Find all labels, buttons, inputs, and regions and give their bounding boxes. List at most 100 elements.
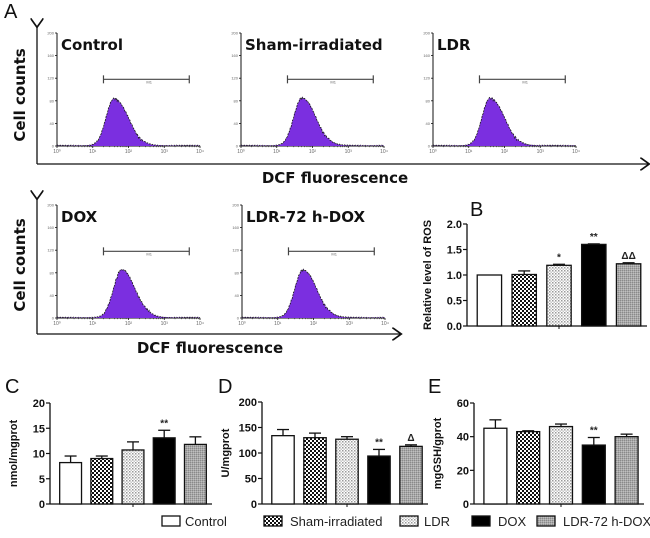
- histogram-ldr: 0 40 80 120 160 200 10⁰ 10¹ 10² 10³ 10⁴ M1 LDR: [423, 31, 580, 156]
- bar-y-tick-label: 15: [33, 423, 45, 435]
- histogram-title: LDR-72 h-DOX: [246, 208, 365, 226]
- hist-y-tick-label: 200: [423, 31, 430, 36]
- gate-label: M1: [146, 251, 152, 256]
- legend-label: Control: [185, 514, 227, 529]
- histogram-ldr-72-h-dox: 0 40 80 120 160 200 10⁰ 10¹ 10² 10³ 10⁴ M1 LDR-72 h-…: [232, 203, 389, 328]
- bar: [615, 263, 642, 327]
- hist-x-tick-label: 10⁴: [381, 321, 389, 327]
- gate-label: M1: [146, 79, 152, 84]
- gate-marker-m1: M1: [102, 247, 190, 256]
- bar-group: [335, 436, 359, 507]
- hist-x-tick-label: 10²: [309, 149, 317, 155]
- bar-y-tick-label: 1.5: [447, 245, 462, 257]
- bar-group: **: [580, 232, 607, 327]
- hist-y-tick-label: 160: [47, 53, 54, 58]
- bar: [546, 264, 572, 327]
- hist-y-tick-label: 200: [47, 31, 54, 36]
- hist-y-tick-label: 0: [52, 144, 55, 149]
- hist-x-tick-label: 10¹: [465, 149, 473, 155]
- gate-marker-m1: M1: [102, 75, 190, 84]
- histogram-area: [433, 97, 576, 146]
- histogram-outline: [56, 97, 201, 147]
- bar: [476, 274, 503, 327]
- hist-x-tick-label: 10³: [161, 149, 169, 155]
- significance-label: Δ: [407, 433, 414, 444]
- bar-group: ΔΔ: [615, 251, 642, 327]
- bar: [271, 435, 295, 505]
- bar-group: **: [152, 418, 176, 505]
- bar: [121, 449, 145, 505]
- gate-marker-m1: M1: [478, 75, 566, 84]
- axis-frame-top: [37, 26, 648, 164]
- bar: [59, 461, 83, 505]
- legend-label: LDR-72 h-DOX: [563, 514, 650, 529]
- hist-y-tick-label: 40: [235, 293, 240, 298]
- histogram-sham-irradiated: 0 40 80 120 160 200 10⁰ 10¹ 10² 10³ 10⁴ M1 Sham-irra…: [231, 31, 388, 156]
- hist-x-tick-label: 10²: [501, 149, 509, 155]
- bar-y-axis-label: nmol/mgprot: [8, 420, 20, 488]
- hist-y-tick-label: 120: [423, 76, 430, 81]
- bar-y-tick-label: 0: [463, 499, 469, 511]
- hist-y-tick-label: 200: [47, 203, 54, 208]
- bar-group: [121, 441, 145, 507]
- legend-item-dox: DOX: [471, 514, 527, 529]
- histogram-panels: 0 40 80 120 160 200 10⁰ 10¹ 10² 10³ 10⁴ M1 Control 0 4…: [47, 31, 580, 328]
- histogram-title: Control: [61, 36, 123, 54]
- bar-y-axis-label: Relative level of ROS: [422, 220, 434, 330]
- bar: [90, 457, 114, 505]
- hist-y-tick-label: 160: [232, 225, 239, 230]
- legend-swatch: [161, 515, 181, 527]
- panel-label-c: C: [5, 376, 19, 398]
- legend-swatch: [263, 515, 283, 527]
- histogram-dox: 0 40 80 120 160 200 10⁰ 10¹ 10² 10³ 10⁴ M1 DOX: [47, 203, 204, 328]
- legend-label: LDR: [424, 514, 450, 529]
- hist-x-tick-label: 10³: [345, 149, 353, 155]
- bar-y-tick-label: 40: [457, 432, 469, 444]
- x-axis-label-bottom: DCF fluorescence: [137, 339, 283, 357]
- bar-group: [59, 455, 83, 505]
- bar-group: [303, 432, 327, 505]
- histogram-control: 0 40 80 120 160 200 10⁰ 10¹ 10² 10³ 10⁴ M1 Control: [47, 31, 204, 156]
- bar: [152, 437, 176, 505]
- bar-group: [614, 433, 639, 505]
- hist-y-tick-label: 80: [235, 270, 240, 275]
- gate-label: M1: [522, 79, 528, 84]
- bar: [581, 444, 606, 505]
- bar-group: **: [581, 426, 606, 505]
- hist-y-tick-label: 40: [426, 121, 431, 126]
- gate-label: M1: [331, 251, 337, 256]
- hist-x-tick-label: 10²: [125, 321, 133, 327]
- bar-group: [511, 270, 538, 327]
- hist-y-tick-label: 0: [237, 316, 240, 321]
- bar-y-tick-label: 100: [239, 448, 257, 460]
- hist-x-tick-label: 10⁰: [237, 149, 245, 155]
- legend: Control Sham-irradiated LDR DOX LDR-72 h-DOX: [161, 514, 650, 529]
- histogram-outline: [432, 96, 577, 147]
- hist-y-tick-label: 0: [428, 144, 431, 149]
- bar-y-tick-label: 0: [39, 499, 45, 511]
- legend-label: DOX: [498, 514, 527, 529]
- hist-x-tick-label: 10⁴: [572, 149, 580, 155]
- bar: [335, 438, 359, 505]
- hist-x-tick-label: 10¹: [273, 149, 281, 155]
- bar: [548, 425, 574, 505]
- bar-y-tick-label: 0.0: [447, 321, 462, 333]
- bar: [183, 443, 207, 505]
- legend-swatch: [536, 515, 556, 527]
- bar-y-tick-label: 50: [245, 474, 257, 486]
- bar-group: [516, 430, 541, 505]
- significance-label: **: [590, 232, 598, 243]
- bar-y-tick-label: 150: [239, 423, 257, 435]
- histogram-title: DOX: [61, 208, 98, 226]
- legend-swatch: [471, 515, 491, 527]
- legend-item-ldr-72-h-dox: LDR-72 h-DOX: [536, 514, 650, 529]
- bar-group: [476, 274, 503, 327]
- y-axis-label-top: Cell counts: [11, 48, 29, 141]
- hist-y-tick-label: 160: [423, 53, 430, 58]
- hist-x-tick-label: 10⁰: [238, 321, 246, 327]
- hist-x-tick-label: 10²: [310, 321, 318, 327]
- legend-label: Sham-irradiated: [290, 514, 383, 529]
- hist-x-tick-label: 10¹: [89, 321, 97, 327]
- bar: [367, 455, 391, 505]
